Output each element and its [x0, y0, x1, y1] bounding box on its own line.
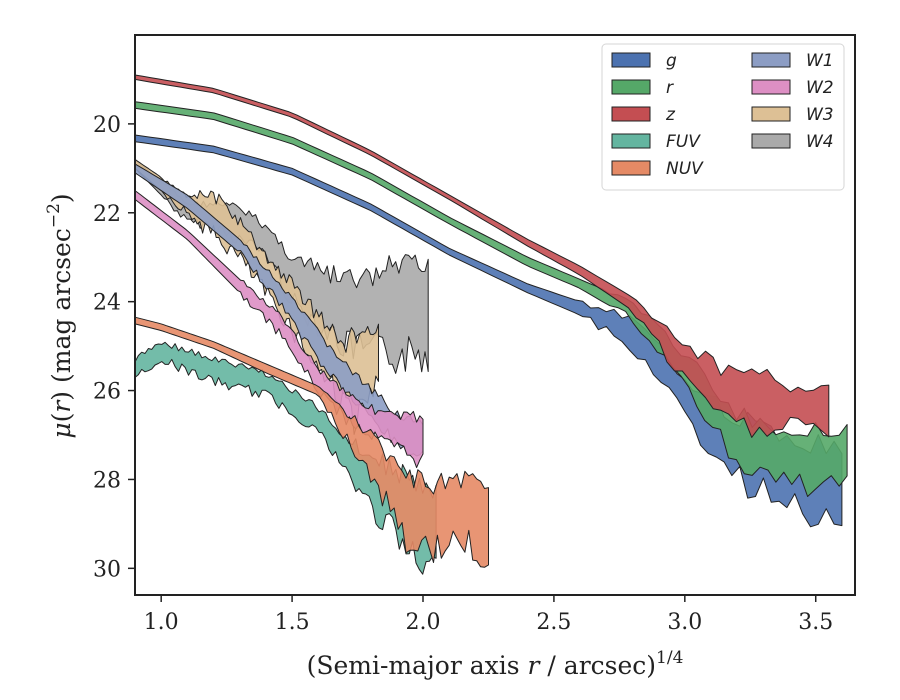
legend-swatch-w2 [751, 79, 791, 95]
band-w2 [134, 190, 424, 469]
legend-label-w1: W1 [806, 51, 834, 71]
plot-frame [134, 34, 856, 596]
legend-label-w4: W4 [806, 132, 834, 152]
legend-swatch-w3 [751, 106, 791, 122]
legend-label-g: g [666, 51, 677, 71]
legend-label-w3: W3 [806, 105, 834, 125]
x-tick-label: 2.5 [536, 610, 571, 635]
legend-swatch-w1 [751, 52, 791, 68]
y-tick-label: 30 [93, 557, 121, 582]
legend-label-r: r [666, 78, 674, 98]
legend-swatch-r [611, 79, 651, 95]
y-tick-label: 26 [93, 380, 121, 405]
y-tick-label: 24 [93, 291, 121, 316]
x-tick-label: 3.0 [667, 610, 702, 635]
y-tick-label: 28 [93, 468, 121, 493]
y-axis-label: μ(r) (mag arcsec−2) [44, 193, 76, 438]
x-tick-label: 1.5 [275, 610, 310, 635]
legend-swatch-fuv [611, 133, 651, 149]
band-g [134, 134, 843, 528]
legend-swatch-nuv [611, 160, 651, 176]
series-layer [134, 74, 848, 575]
x-tick-label: 1.0 [144, 610, 179, 635]
band-z [134, 74, 830, 438]
legend-label-w2: W2 [806, 78, 834, 98]
y-tick-label: 22 [93, 202, 121, 227]
x-axis-label: (Semi-major axis r / arcsec)1/4 [307, 648, 684, 680]
legend-label-z: z [665, 105, 676, 125]
x-tick-label: 3.5 [798, 610, 833, 635]
legend-swatch-z [611, 106, 651, 122]
band-nuv [134, 316, 489, 568]
x-tick-label: 2.0 [406, 610, 441, 635]
legend: grz FUV NUV W1 W2 W3 W4 [601, 43, 845, 191]
legend-label-fuv: FUV [666, 132, 701, 152]
legend-label-nuv: NUV [666, 159, 704, 179]
legend-swatch-g [611, 52, 651, 68]
band-r [134, 101, 848, 497]
y-tick-label: 20 [93, 113, 121, 138]
ticks-layer: 1.0 1.5 2.0 2.5 3.0 3.5 20 22 24 26 28 30 [93, 113, 833, 635]
legend-swatch-w4 [751, 133, 791, 149]
